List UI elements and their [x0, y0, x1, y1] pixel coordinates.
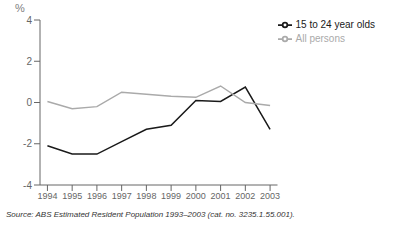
svg-text:1994: 1994 [37, 191, 57, 201]
svg-text:1997: 1997 [112, 191, 132, 201]
html-text:Source: ABS Estimated Resident: Source: ABS Estimated Resident Populatio… [6, 210, 295, 219]
html-text:15 to 24 year olds: 15 to 24 year olds [295, 18, 375, 30]
svg-text:1999: 1999 [161, 191, 181, 201]
svg-text:0: 0 [26, 97, 32, 108]
svg-text:1998: 1998 [136, 191, 156, 201]
svg-text:%: % [15, 2, 25, 14]
svg-text:2001: 2001 [211, 191, 231, 201]
svg-text:2003: 2003 [260, 191, 280, 201]
svg-text:2: 2 [26, 56, 32, 67]
svg-text:-4: -4 [23, 180, 32, 191]
svg-text:1996: 1996 [87, 191, 107, 201]
html-text:All persons: All persons [295, 32, 345, 44]
svg-text:4: 4 [26, 15, 32, 26]
svg-text:2002: 2002 [235, 191, 255, 201]
svg-text:1995: 1995 [62, 191, 82, 201]
svg-text:2000: 2000 [186, 191, 206, 201]
svg-text:-2: -2 [23, 138, 32, 149]
